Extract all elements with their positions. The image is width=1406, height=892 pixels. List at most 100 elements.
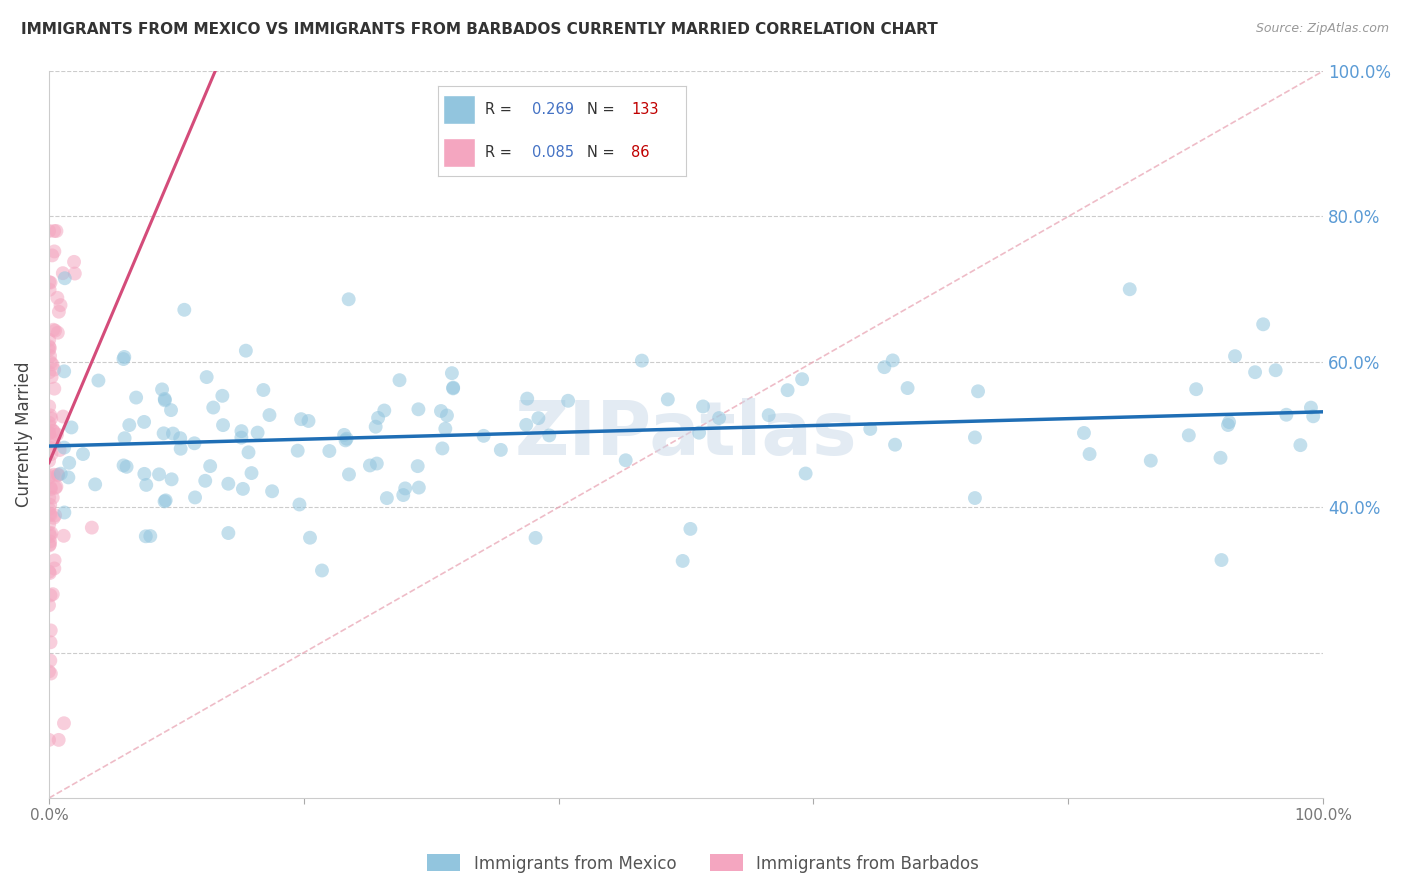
Point [38, 538, 60, 552]
Point [392, 488, 415, 502]
Point [38, 339, 60, 353]
Point [41, 447, 63, 461]
Point [692, 400, 714, 414]
Point [53, 364, 76, 378]
Point [46, 427, 69, 442]
Point [132, 415, 155, 429]
Point [657, 392, 679, 407]
Point [183, 436, 205, 450]
Point [112, 352, 135, 367]
Point [39, 588, 62, 602]
Point [882, 353, 904, 368]
Point [366, 457, 388, 471]
Y-axis label: Currently Married: Currently Married [15, 362, 32, 508]
Text: IMMIGRANTS FROM MEXICO VS IMMIGRANTS FROM BARBADOS CURRENTLY MARRIED CORRELATION: IMMIGRANTS FROM MEXICO VS IMMIGRANTS FRO… [21, 22, 938, 37]
Point [38, 366, 60, 380]
Point [672, 554, 695, 568]
Point [38, 283, 60, 297]
Point [359, 458, 381, 473]
Point [235, 343, 257, 358]
Point [441, 381, 464, 395]
Point [1216, 417, 1239, 432]
Point [80, 520, 103, 534]
Point [231, 431, 253, 445]
Point [394, 482, 416, 496]
Point [515, 417, 537, 432]
Point [38, 732, 60, 747]
Point [173, 302, 195, 317]
Point [125, 391, 148, 405]
Point [49, 467, 72, 481]
Point [790, 372, 813, 386]
Point [1299, 401, 1322, 415]
Point [38, 665, 60, 679]
Point [39, 355, 62, 369]
Point [1251, 318, 1274, 332]
Point [39, 624, 62, 638]
Point [39, 409, 62, 423]
Point [614, 453, 637, 467]
Point [63, 267, 86, 281]
Point [44, 362, 66, 376]
Point [1119, 282, 1142, 296]
Point [337, 467, 360, 482]
Point [211, 389, 233, 403]
Point [118, 418, 141, 433]
Point [39, 411, 62, 425]
Point [38, 599, 60, 613]
Point [336, 432, 359, 446]
Point [48, 304, 70, 318]
Point [375, 491, 398, 505]
Point [38, 400, 60, 414]
Point [41, 526, 63, 541]
Point [1073, 425, 1095, 440]
Point [297, 414, 319, 428]
Point [38, 224, 60, 238]
Point [195, 370, 218, 384]
Point [162, 426, 184, 441]
Point [44, 481, 66, 495]
Point [53, 271, 76, 285]
Point [39, 482, 62, 496]
Point [1185, 382, 1208, 396]
Point [38, 517, 60, 532]
Point [45, 480, 67, 494]
Point [44, 244, 66, 259]
Point [52, 409, 75, 424]
Point [153, 393, 176, 408]
Point [290, 412, 312, 426]
Point [1244, 365, 1267, 379]
Point [967, 384, 990, 399]
Point [963, 491, 986, 505]
Point [524, 531, 547, 545]
Point [134, 467, 156, 481]
Point [44, 508, 66, 523]
Point [53, 441, 76, 455]
Point [42, 323, 65, 337]
Point [38, 537, 60, 551]
Point [48, 732, 70, 747]
Point [434, 422, 457, 436]
Point [1211, 553, 1233, 567]
Point [150, 383, 173, 397]
Point [38, 419, 60, 434]
Point [364, 419, 387, 434]
Point [38, 425, 60, 440]
Point [557, 393, 579, 408]
Point [318, 444, 340, 458]
Point [252, 383, 274, 397]
Point [42, 587, 65, 601]
Point [63, 255, 86, 269]
Point [38, 454, 60, 468]
Point [112, 458, 135, 473]
Point [707, 411, 730, 425]
Point [39, 349, 62, 363]
Point [298, 531, 321, 545]
Point [49, 298, 72, 312]
Point [153, 392, 176, 406]
Point [38, 501, 60, 516]
Point [198, 459, 221, 474]
Point [184, 491, 207, 505]
Point [202, 401, 225, 415]
Point [631, 353, 654, 368]
